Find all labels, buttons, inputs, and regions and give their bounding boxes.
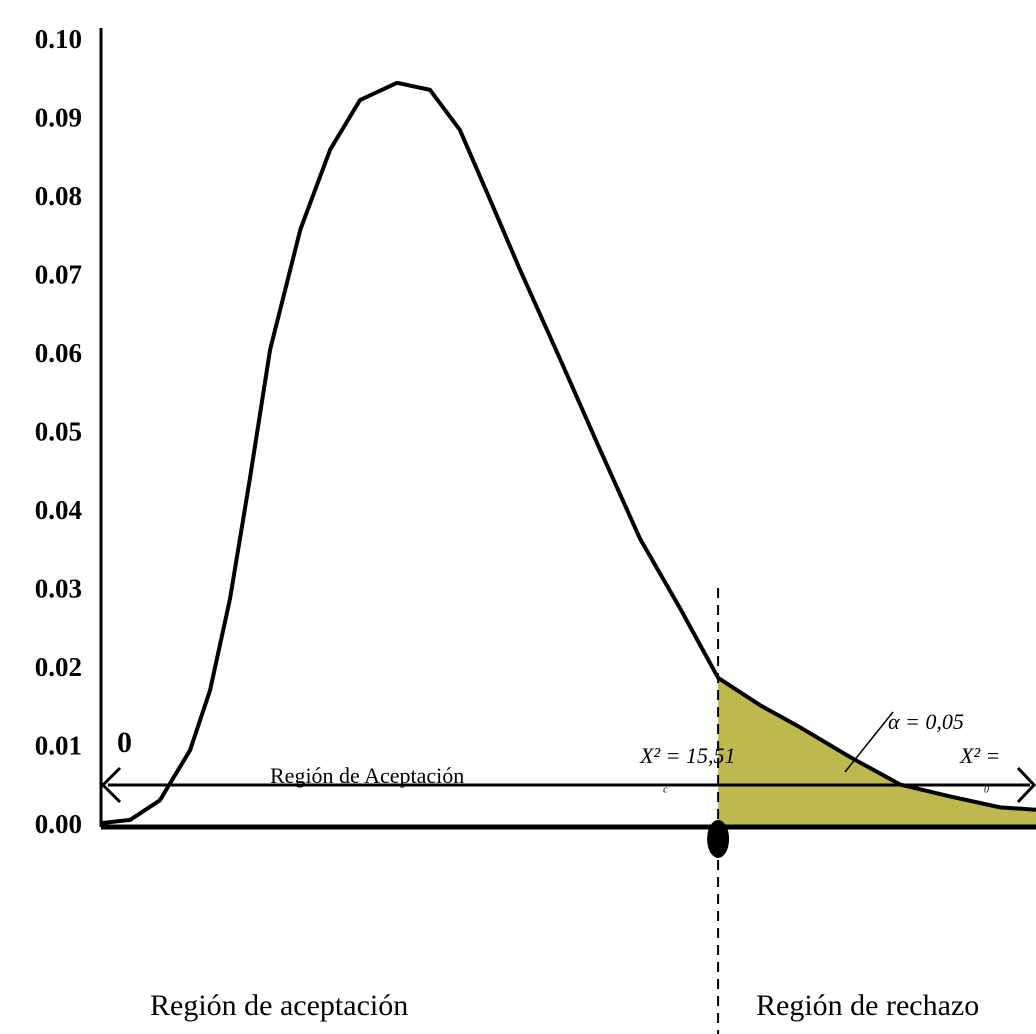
observed-label: X² =: [959, 743, 1000, 768]
alpha-label: α = 0,05: [888, 709, 964, 734]
rejection-label: Región de rechazo: [756, 989, 979, 1022]
observed-subscript: 0: [984, 784, 989, 795]
y-tick-label: 0.02: [35, 652, 82, 682]
critical-label: X² = 15,51: [639, 743, 735, 768]
y-tick-label: 0.06: [35, 338, 82, 368]
rejection-area: [718, 677, 1036, 827]
alpha-pointer: [844, 711, 894, 773]
y-tick-label: 0.10: [35, 24, 82, 54]
y-tick-label: 0.01: [35, 731, 82, 761]
critical-point: [707, 820, 730, 858]
acceptance-label: Región de aceptación: [150, 989, 408, 1022]
density-curve: [100, 80, 1036, 826]
arrow-head: [100, 766, 122, 804]
origin-label: 0: [117, 726, 132, 759]
critical-subscript: c: [663, 784, 668, 795]
y-tick-label: 0.05: [35, 417, 82, 447]
y-tick-label: 0.00: [35, 809, 82, 839]
y-tick-label: 0.08: [35, 181, 82, 211]
y-tick-label: 0.03: [35, 574, 82, 604]
y-tick-label: 0.07: [35, 260, 82, 290]
y-tick-label: 0.04: [35, 495, 82, 525]
y-tick-label: 0.09: [35, 103, 82, 133]
region-label: Región de Aceptación: [270, 763, 464, 788]
arrow-head: [1016, 766, 1036, 804]
